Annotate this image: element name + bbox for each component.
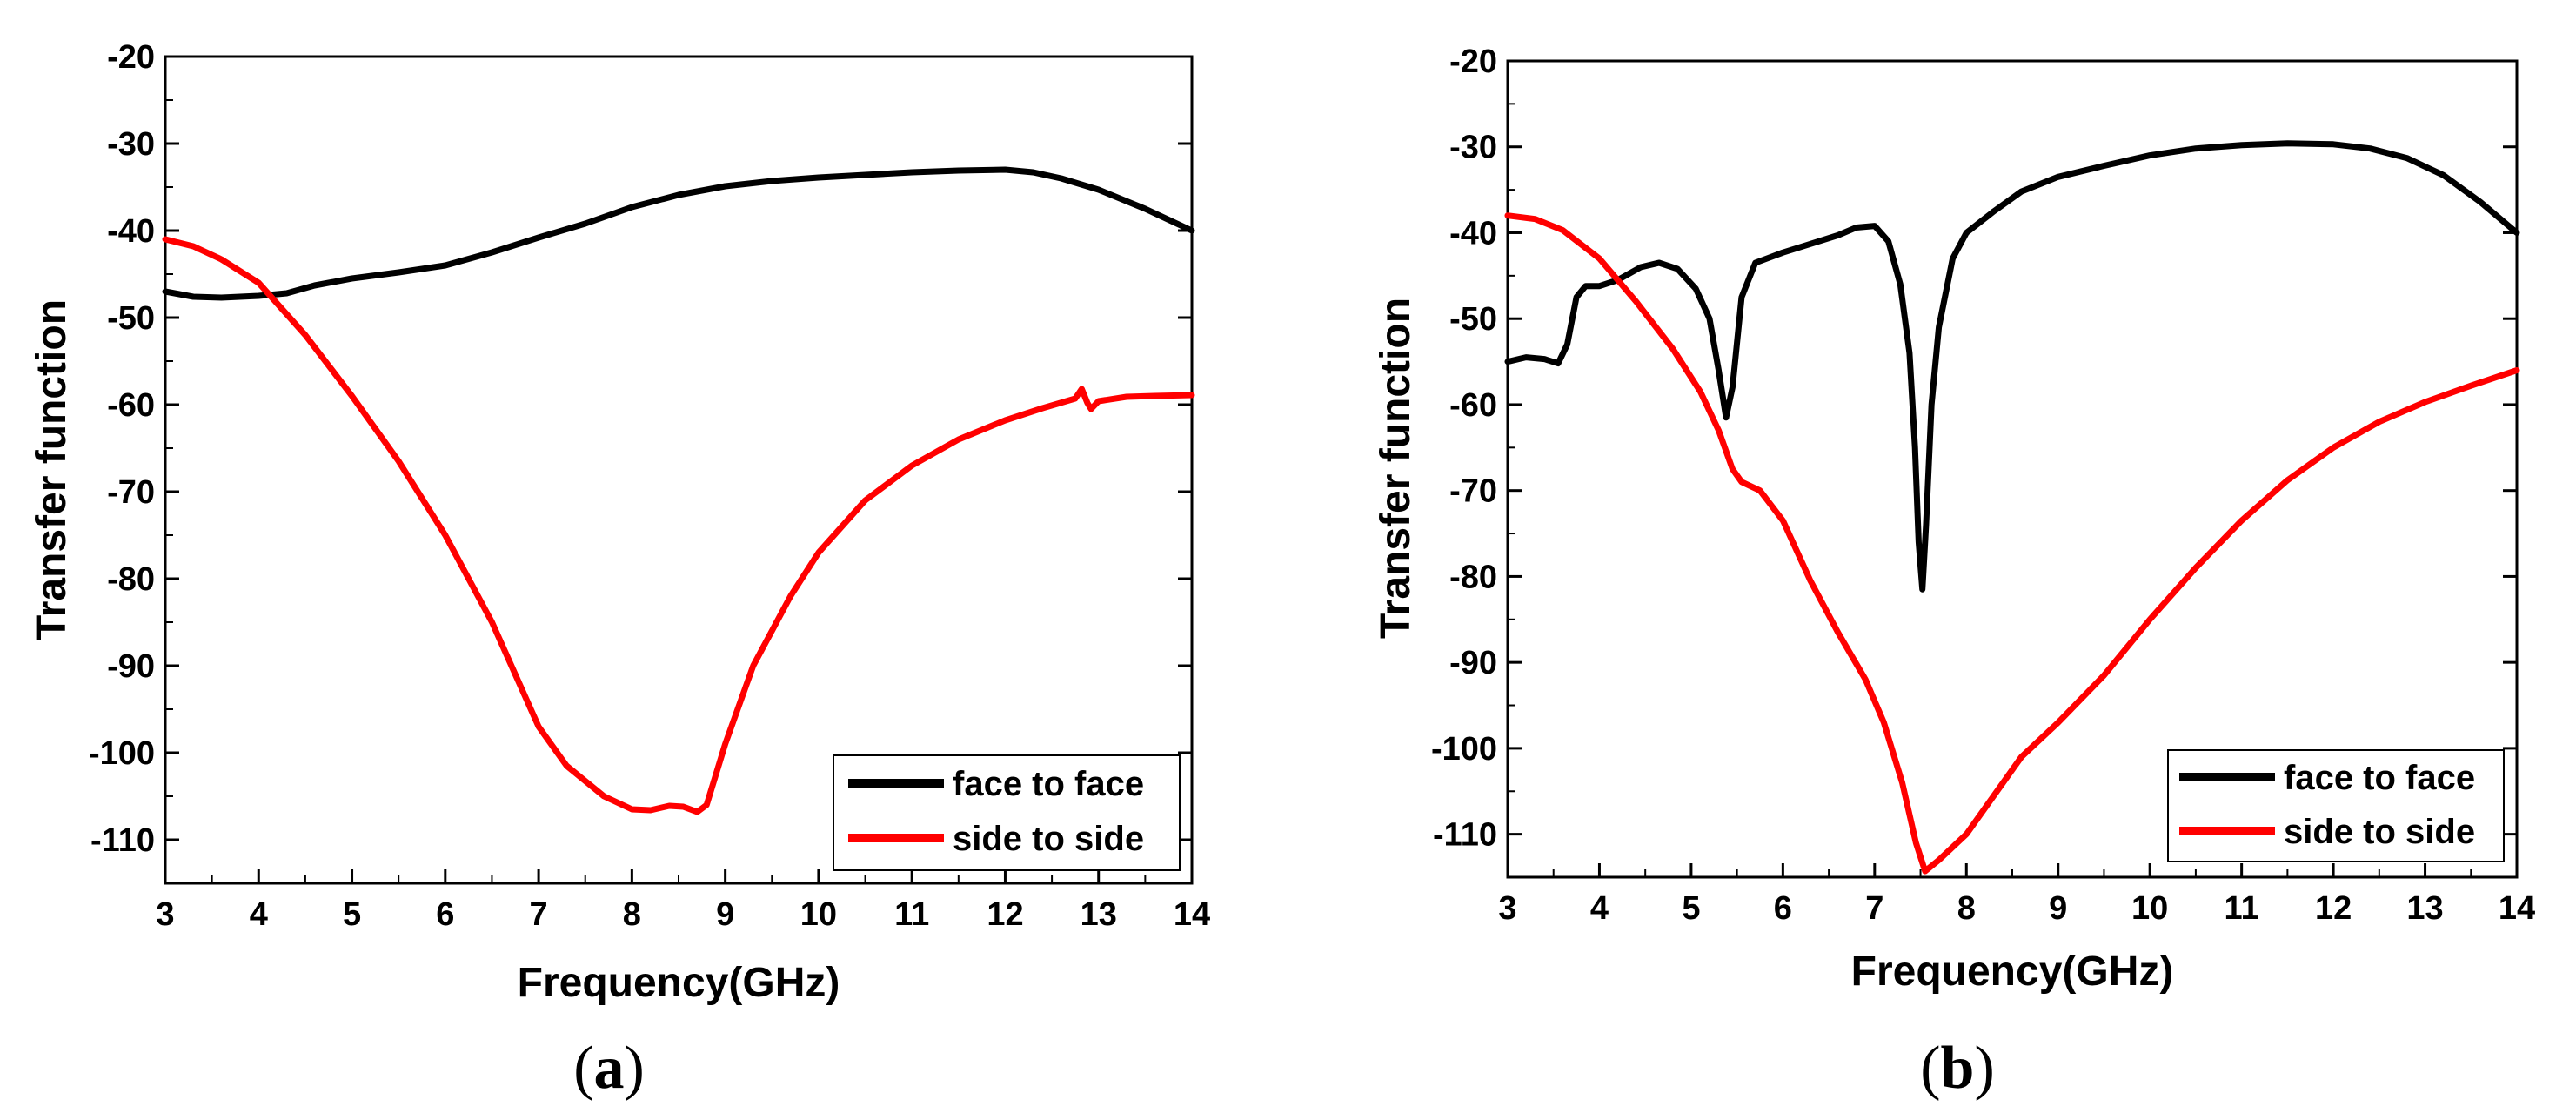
x-tick-label: 5 bbox=[1682, 890, 1700, 927]
x-tick-label: 7 bbox=[530, 896, 548, 933]
panel-label-letter: a bbox=[594, 1035, 625, 1102]
axis-ticks: 3 4 5 6 7 8 9 10 11 12 13 14 -110 -100 -90 -80 -70 -60 -50… bbox=[89, 39, 1210, 933]
y-tick-label: -40 bbox=[107, 213, 155, 250]
y-tick-label: -30 bbox=[107, 126, 155, 163]
y-tick-label: -80 bbox=[1449, 559, 1497, 595]
x-tick-label: 14 bbox=[1174, 896, 1210, 933]
x-tick-label: 4 bbox=[1590, 890, 1609, 927]
x-tick-label: 9 bbox=[716, 896, 734, 933]
x-tick-label: 10 bbox=[2131, 890, 2168, 927]
y-tick-label: -100 bbox=[1431, 731, 1497, 768]
y-axis-title: Transfer function bbox=[1373, 298, 1419, 639]
x-tick-label: 5 bbox=[343, 896, 361, 933]
y-tick-label: -50 bbox=[107, 300, 155, 337]
y-tick-label: -60 bbox=[107, 387, 155, 424]
panel-label-open: ( bbox=[1920, 1035, 1940, 1102]
x-tick-label: 9 bbox=[2049, 890, 2067, 927]
legend-label-side-to-side: side to side bbox=[2284, 813, 2475, 851]
series-layer bbox=[162, 166, 1195, 815]
panel-label-open: ( bbox=[573, 1035, 593, 1102]
series-line-face-to-face bbox=[162, 166, 1195, 301]
legend: face to face side to side bbox=[2167, 749, 2505, 862]
y-tick-label: -90 bbox=[1449, 645, 1497, 681]
x-tick-label: 8 bbox=[623, 896, 641, 933]
y-tick-label: -90 bbox=[107, 648, 155, 685]
y-tick-label: -20 bbox=[1449, 44, 1497, 80]
y-tick-label: -50 bbox=[1449, 301, 1497, 338]
panel-label-close: ) bbox=[625, 1035, 645, 1102]
x-tick-label: 3 bbox=[1498, 890, 1516, 927]
x-tick-label: 6 bbox=[436, 896, 454, 933]
series-layer bbox=[1504, 140, 2520, 875]
y-tick-label: -100 bbox=[89, 735, 155, 772]
x-tick-label: 13 bbox=[2406, 890, 2443, 927]
x-axis-title: Frequency(GHz) bbox=[1851, 949, 2174, 995]
legend-box bbox=[2167, 749, 2505, 862]
x-tick-label: 4 bbox=[250, 896, 268, 933]
y-tick-label: -20 bbox=[107, 39, 155, 76]
series-line-side-to-side bbox=[162, 236, 1195, 815]
y-tick-label: -30 bbox=[1449, 130, 1497, 166]
axis-ticks: 3 4 5 6 7 8 9 10 11 12 13 14 -110 -100 -90 -80 -70 -60 -50… bbox=[1431, 44, 2535, 927]
y-tick-label: -40 bbox=[1449, 215, 1497, 251]
chart-panel-a: 3 4 5 6 7 8 9 10 11 12 13 14 -110 -100 -90 -80 -70 -60 -50… bbox=[29, 39, 1210, 1102]
x-tick-label: 12 bbox=[2315, 890, 2352, 927]
y-tick-label: -60 bbox=[1449, 387, 1497, 424]
x-tick-label: 11 bbox=[894, 896, 929, 933]
legend-label-side-to-side: side to side bbox=[953, 820, 1144, 858]
x-tick-label: 7 bbox=[1865, 890, 1883, 927]
y-tick-label: -110 bbox=[90, 822, 155, 859]
panel-label-b: (b) bbox=[1920, 1035, 1995, 1102]
y-tick-label: -70 bbox=[1449, 473, 1497, 510]
y-tick-label: -80 bbox=[107, 561, 155, 598]
legend: face to face side to side bbox=[833, 754, 1181, 871]
x-tick-label: 8 bbox=[1957, 890, 1976, 927]
y-axis-title: Transfer function bbox=[29, 299, 75, 640]
x-tick-label: 10 bbox=[800, 896, 837, 933]
x-tick-label: 6 bbox=[1774, 890, 1792, 927]
x-axis-title: Frequency(GHz) bbox=[518, 960, 840, 1006]
y-tick-label: -70 bbox=[107, 474, 155, 511]
x-tick-label: 11 bbox=[2225, 890, 2259, 927]
legend-label-face-to-face: face to face bbox=[2284, 759, 2475, 797]
legend-box bbox=[833, 754, 1181, 871]
panel-label-letter: b bbox=[1941, 1035, 1975, 1102]
x-tick-label: 14 bbox=[2499, 890, 2535, 927]
x-tick-label: 12 bbox=[987, 896, 1023, 933]
panel-label-a: (a) bbox=[573, 1035, 645, 1102]
series-line-side-to-side bbox=[1504, 212, 2520, 875]
y-tick-label: -110 bbox=[1433, 817, 1497, 854]
x-tick-label: 13 bbox=[1081, 896, 1117, 933]
series-line-face-to-face bbox=[1504, 140, 2520, 593]
legend-label-face-to-face: face to face bbox=[953, 765, 1144, 803]
chart-panel-b: 3 4 5 6 7 8 9 10 11 12 13 14 -110 -100 -90 -80 -70 -60 -50… bbox=[1373, 44, 2535, 1102]
panel-label-close: ) bbox=[1974, 1035, 1994, 1102]
x-tick-label: 3 bbox=[156, 896, 174, 933]
